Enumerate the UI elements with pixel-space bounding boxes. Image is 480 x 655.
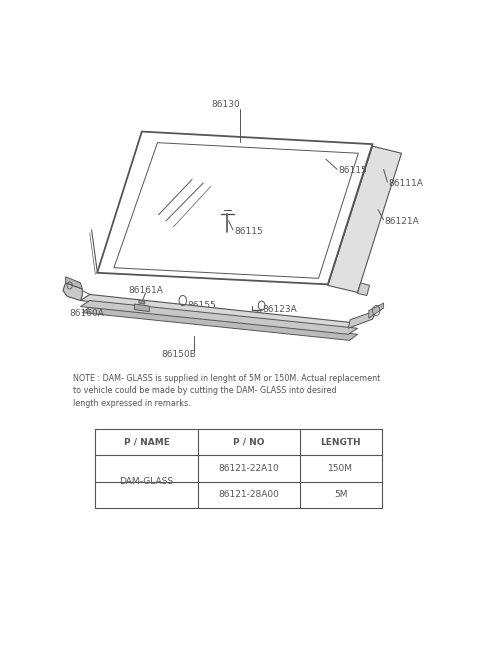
- Polygon shape: [81, 295, 358, 328]
- Polygon shape: [83, 307, 358, 341]
- Text: DAM-GLASS: DAM-GLASS: [120, 477, 174, 486]
- Text: 86115: 86115: [338, 166, 367, 175]
- Text: NOTE : DAM- GLASS is supplied in lenght of 5M or 150M. Actual replacement
to veh: NOTE : DAM- GLASS is supplied in lenght …: [73, 373, 380, 407]
- Polygon shape: [134, 304, 149, 312]
- Text: 5M: 5M: [334, 490, 348, 499]
- Text: 86155: 86155: [187, 301, 216, 310]
- Text: 86111A: 86111A: [388, 179, 423, 188]
- Polygon shape: [66, 277, 83, 289]
- Text: P / NO: P / NO: [233, 438, 264, 447]
- Text: 86121-22A10: 86121-22A10: [218, 464, 279, 473]
- Polygon shape: [328, 146, 401, 292]
- Polygon shape: [369, 303, 384, 318]
- Text: P / NAME: P / NAME: [123, 438, 169, 447]
- Text: LENGTH: LENGTH: [321, 438, 361, 447]
- Polygon shape: [348, 310, 376, 328]
- Polygon shape: [63, 283, 83, 301]
- Polygon shape: [81, 301, 358, 334]
- Text: 150M: 150M: [328, 464, 353, 473]
- Text: 86121-28A00: 86121-28A00: [218, 490, 279, 499]
- Text: 86150B: 86150B: [162, 350, 196, 359]
- Polygon shape: [358, 283, 370, 295]
- Text: 86123A: 86123A: [263, 305, 298, 314]
- Text: 86130: 86130: [211, 100, 240, 109]
- Text: 86121A: 86121A: [385, 217, 420, 227]
- Text: 86161A: 86161A: [129, 286, 164, 295]
- Text: 86160A: 86160A: [69, 309, 104, 318]
- Polygon shape: [139, 301, 145, 304]
- Text: 86115: 86115: [234, 227, 263, 236]
